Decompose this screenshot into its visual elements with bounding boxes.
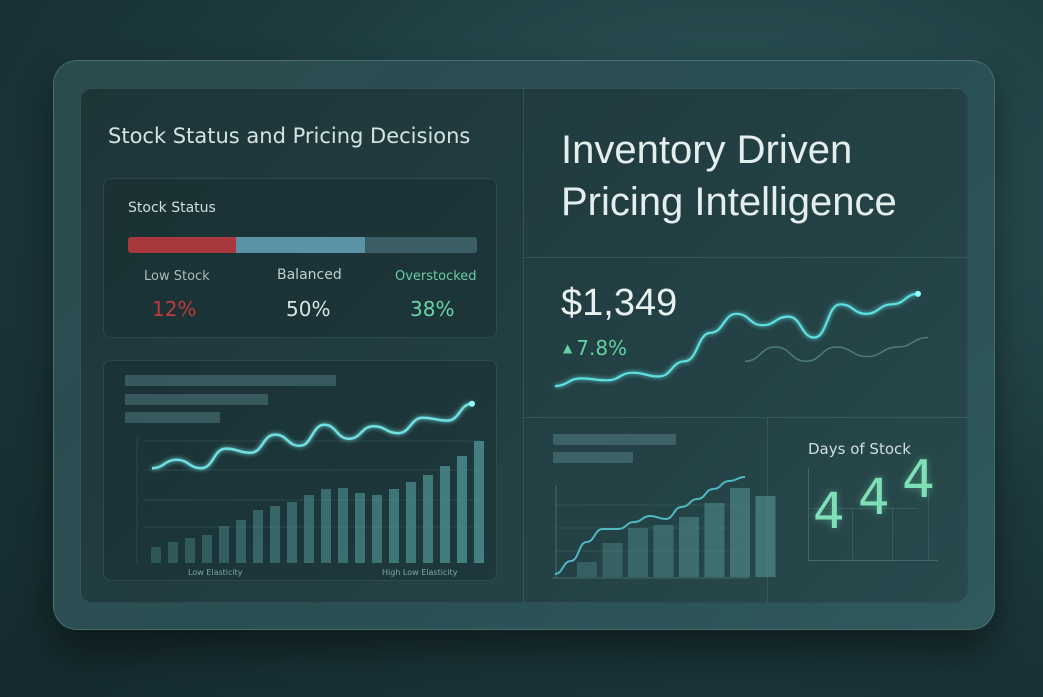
low-stock-label: Low Stock — [144, 269, 210, 284]
dashboard-panel — [80, 88, 968, 603]
placeholder-bar — [553, 434, 676, 445]
bar — [423, 475, 433, 563]
bar — [577, 562, 597, 577]
title-line-2: Pricing Intelligence — [561, 180, 897, 224]
balanced-value: 50% — [286, 297, 331, 321]
secondary-sparkline — [744, 336, 929, 363]
price-change-value: 7.8% — [576, 336, 628, 360]
bar — [704, 503, 725, 577]
days-digit: 4 — [902, 450, 936, 510]
days-of-stock-label: Days of Stock — [808, 440, 911, 458]
x-label-left: Low Elasticity — [188, 568, 243, 577]
placeholder-bar — [125, 394, 268, 405]
bar — [151, 547, 161, 563]
stock-status-bar — [128, 237, 477, 253]
divider — [523, 88, 524, 603]
days-digit: 4 — [813, 482, 845, 540]
stock-status-label: Stock Status — [128, 200, 216, 216]
bar — [236, 520, 246, 563]
bar — [755, 496, 776, 577]
axis — [808, 560, 938, 561]
section-title: Stock Status and Pricing Decisions — [108, 124, 471, 148]
title-line-1: Inventory Driven — [561, 128, 853, 172]
overstocked-value: 38% — [410, 297, 455, 321]
bar — [270, 506, 280, 563]
placeholder-bar — [553, 452, 633, 463]
placeholder-bar — [125, 412, 220, 423]
overstocked-segment — [365, 237, 477, 253]
overstocked-label: Overstocked — [395, 269, 477, 284]
bar — [730, 488, 750, 577]
price-sparkline — [554, 292, 919, 388]
bar — [679, 517, 699, 577]
up-arrow-icon: ▲ — [563, 341, 573, 355]
axis — [808, 468, 809, 561]
sparkline-endpoint — [915, 290, 921, 297]
page-title: Inventory Driven Pricing Intelligence — [561, 124, 897, 228]
stock-status-card: Stock Status Low Stock 12% Balanced 50% … — [103, 178, 497, 338]
bar — [304, 495, 314, 563]
trend-line — [151, 402, 473, 470]
days-digit: 4 — [858, 468, 890, 526]
price-value: $1,349 — [561, 282, 678, 324]
bar — [457, 456, 467, 563]
bar — [440, 466, 450, 563]
bar — [202, 535, 212, 563]
low-stock-value: 12% — [152, 297, 197, 321]
bar — [653, 525, 674, 577]
bar — [338, 488, 348, 563]
gridline — [892, 508, 893, 560]
placeholder-bar — [125, 375, 336, 386]
balanced-label: Balanced — [277, 267, 342, 283]
x-label-right: High Low Elasticity — [382, 568, 458, 577]
price-change: ▲ 7.8% — [563, 336, 627, 360]
divider — [524, 417, 968, 418]
bar — [628, 528, 648, 577]
bar — [474, 441, 484, 563]
bar — [602, 543, 623, 577]
gridline — [808, 508, 918, 509]
trend-line — [554, 476, 746, 575]
balanced-segment — [236, 237, 366, 253]
bar — [355, 493, 365, 563]
bar — [185, 538, 195, 563]
trend-endpoint — [469, 400, 475, 407]
bar — [219, 526, 229, 563]
bar — [253, 510, 263, 563]
bar — [406, 482, 416, 563]
bar — [168, 542, 178, 563]
low-stock-segment — [128, 237, 237, 253]
gridline — [928, 490, 929, 560]
bar — [287, 502, 297, 563]
bar — [372, 495, 382, 563]
gridline — [852, 508, 853, 560]
bar — [389, 489, 399, 563]
bar — [321, 489, 331, 563]
divider — [524, 257, 968, 258]
